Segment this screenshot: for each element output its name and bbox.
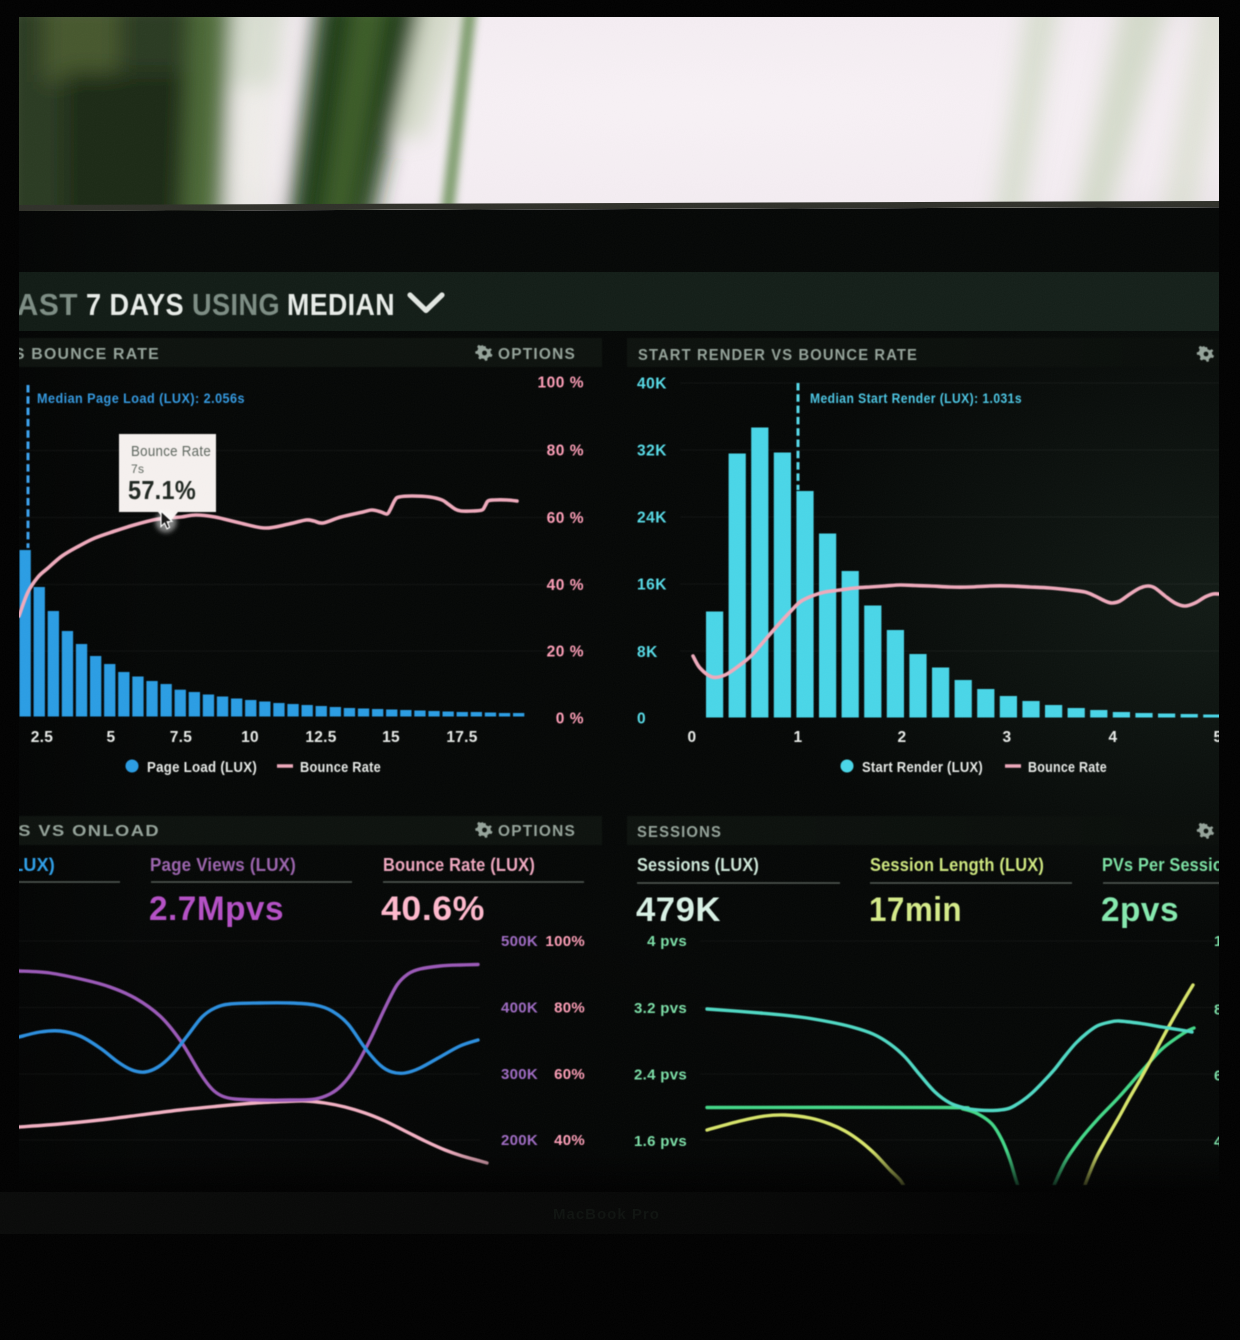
svg-text:4: 4 <box>1109 729 1118 746</box>
svg-text:12.5: 12.5 <box>305 729 336 746</box>
svg-text:10: 10 <box>241 729 259 746</box>
svg-text:17min: 17min <box>869 891 962 929</box>
svg-text:Bounce Rate: Bounce Rate <box>300 759 381 776</box>
svg-text:3.2 pvs: 3.2 pvs <box>634 1000 687 1017</box>
svg-text:2.7Mpvs: 2.7Mpvs <box>149 890 284 928</box>
svg-text:Bounce Rate: Bounce Rate <box>1028 759 1107 776</box>
svg-text:4 pvs: 4 pvs <box>647 933 687 950</box>
svg-text:100 %: 100 % <box>538 375 584 392</box>
svg-text:Page Views (LUX): Page Views (LUX) <box>150 855 296 875</box>
svg-text:57.1%: 57.1% <box>128 475 196 505</box>
svg-text:8K: 8K <box>637 644 658 661</box>
svg-text:80 %: 80 % <box>547 443 584 460</box>
svg-text:7s: 7s <box>131 462 144 476</box>
svg-text:Session Length (LUX): Session Length (LUX) <box>870 855 1044 875</box>
svg-text:40 %: 40 % <box>547 577 584 594</box>
svg-text:60 %: 60 % <box>547 510 584 527</box>
svg-text:200K: 200K <box>501 1132 538 1149</box>
svg-text:20 %: 20 % <box>547 644 584 661</box>
svg-text:60%: 60% <box>554 1066 585 1083</box>
svg-text:START RENDER VS BOUNCE RATE: START RENDER VS BOUNCE RATE <box>638 347 918 364</box>
svg-text:5: 5 <box>107 729 116 746</box>
svg-text:2: 2 <box>898 729 907 746</box>
svg-text:MEDIAN: MEDIAN <box>287 287 395 322</box>
svg-text:Bounce Rate: Bounce Rate <box>131 444 211 460</box>
svg-text:100%: 100% <box>545 933 585 950</box>
svg-text:SESSIONS: SESSIONS <box>637 824 722 841</box>
svg-text:17.5: 17.5 <box>446 729 477 746</box>
svg-text:40K: 40K <box>637 376 667 393</box>
svg-text:Median Page Load (LUX): 2.056s: Median Page Load (LUX): 2.056s <box>37 391 245 406</box>
svg-text:40%: 40% <box>554 1132 585 1149</box>
svg-text:USING: USING <box>192 287 280 322</box>
svg-text:80%: 80% <box>554 1000 585 1017</box>
svg-text:7.5: 7.5 <box>170 729 193 746</box>
svg-text:1.6 pvs: 1.6 pvs <box>634 1133 687 1150</box>
svg-text:1: 1 <box>794 729 803 746</box>
svg-text:500K: 500K <box>501 933 538 950</box>
svg-text:0: 0 <box>688 729 697 746</box>
svg-text:Bounce Rate (LUX): Bounce Rate (LUX) <box>383 855 535 875</box>
svg-text:2.5: 2.5 <box>31 729 54 746</box>
svg-text:16K: 16K <box>637 577 667 594</box>
svg-text:15: 15 <box>382 729 400 746</box>
svg-text:Page Load (LUX): Page Load (LUX) <box>147 759 257 776</box>
svg-text:0 %: 0 % <box>556 711 584 728</box>
svg-text:OPTIONS: OPTIONS <box>498 823 576 840</box>
svg-text:40.6%: 40.6% <box>381 890 485 928</box>
svg-text:2.4 pvs: 2.4 pvs <box>634 1067 687 1084</box>
svg-text:3: 3 <box>1003 729 1012 746</box>
svg-text:2pvs: 2pvs <box>1101 891 1179 929</box>
svg-text:PVS VS ONLOAD: PVS VS ONLOAD <box>0 823 160 840</box>
svg-text:24K: 24K <box>637 510 667 527</box>
svg-text:479K: 479K <box>636 891 721 929</box>
svg-text:Start Render (LUX): Start Render (LUX) <box>862 759 983 776</box>
svg-text:7 DAYS: 7 DAYS <box>86 287 184 322</box>
svg-text:300K: 300K <box>501 1066 538 1083</box>
svg-text:VS BOUNCE RATE: VS BOUNCE RATE <box>2 346 160 363</box>
svg-text:0: 0 <box>637 711 646 728</box>
svg-text:Sessions (LUX): Sessions (LUX) <box>637 855 759 875</box>
svg-text:32K: 32K <box>637 443 667 460</box>
svg-text:Median Start Render (LUX): 1.0: Median Start Render (LUX): 1.031s <box>810 391 1022 406</box>
svg-text:OPTIONS: OPTIONS <box>498 346 576 363</box>
svg-text:400K: 400K <box>501 1000 538 1017</box>
